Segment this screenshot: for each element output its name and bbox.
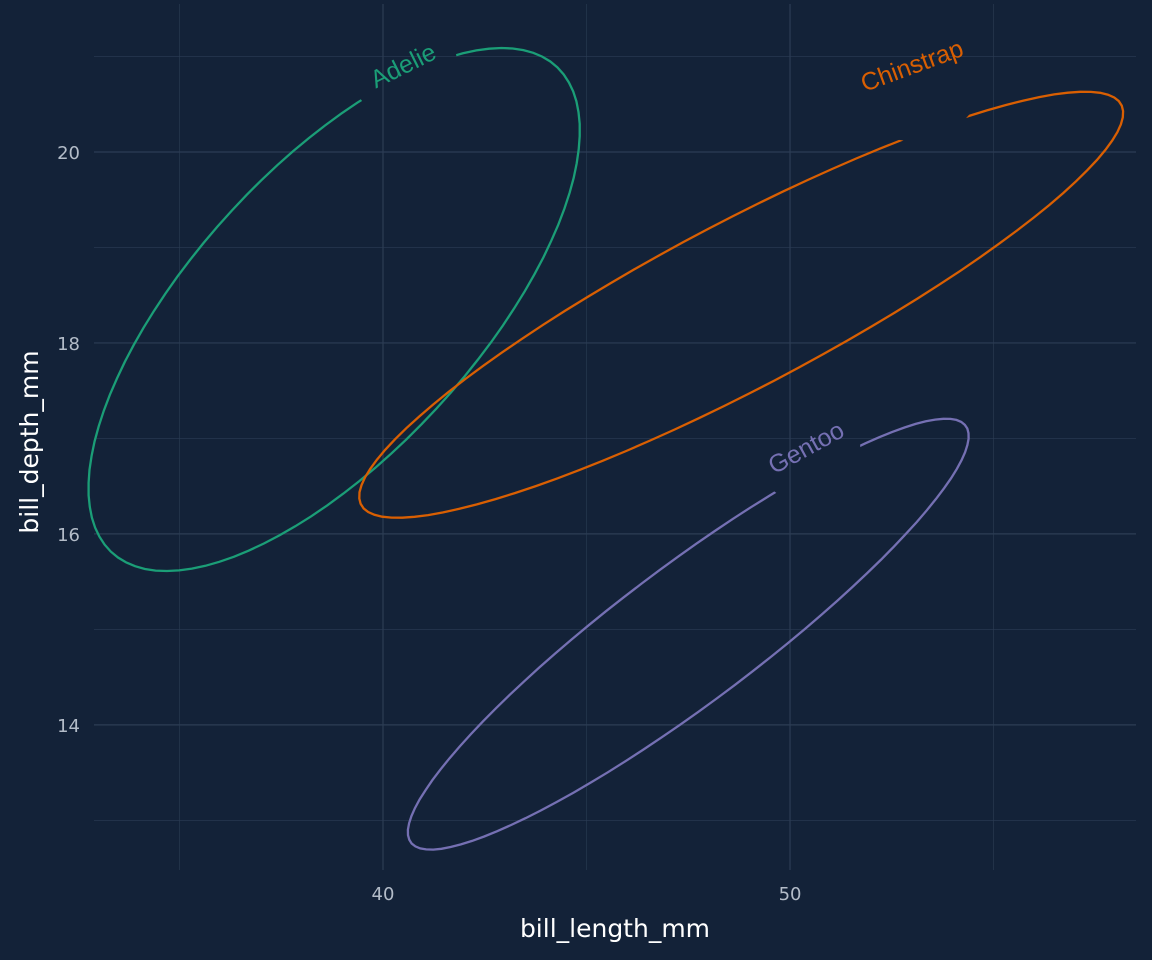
y-tick-label: 18 [57,334,80,355]
y-tick-label: 16 [57,525,80,546]
y-tick-label: 14 [57,716,80,737]
grid [94,4,1136,870]
y-tick-label: 20 [57,143,80,164]
y-axis-title: bill_depth_mm [15,350,44,533]
x-axis-title: bill_length_mm [520,914,710,943]
x-tick-label: 50 [779,884,802,905]
x-tick-label: 40 [372,884,395,905]
tick-labels: 40 50 14 16 18 20 [57,143,801,905]
